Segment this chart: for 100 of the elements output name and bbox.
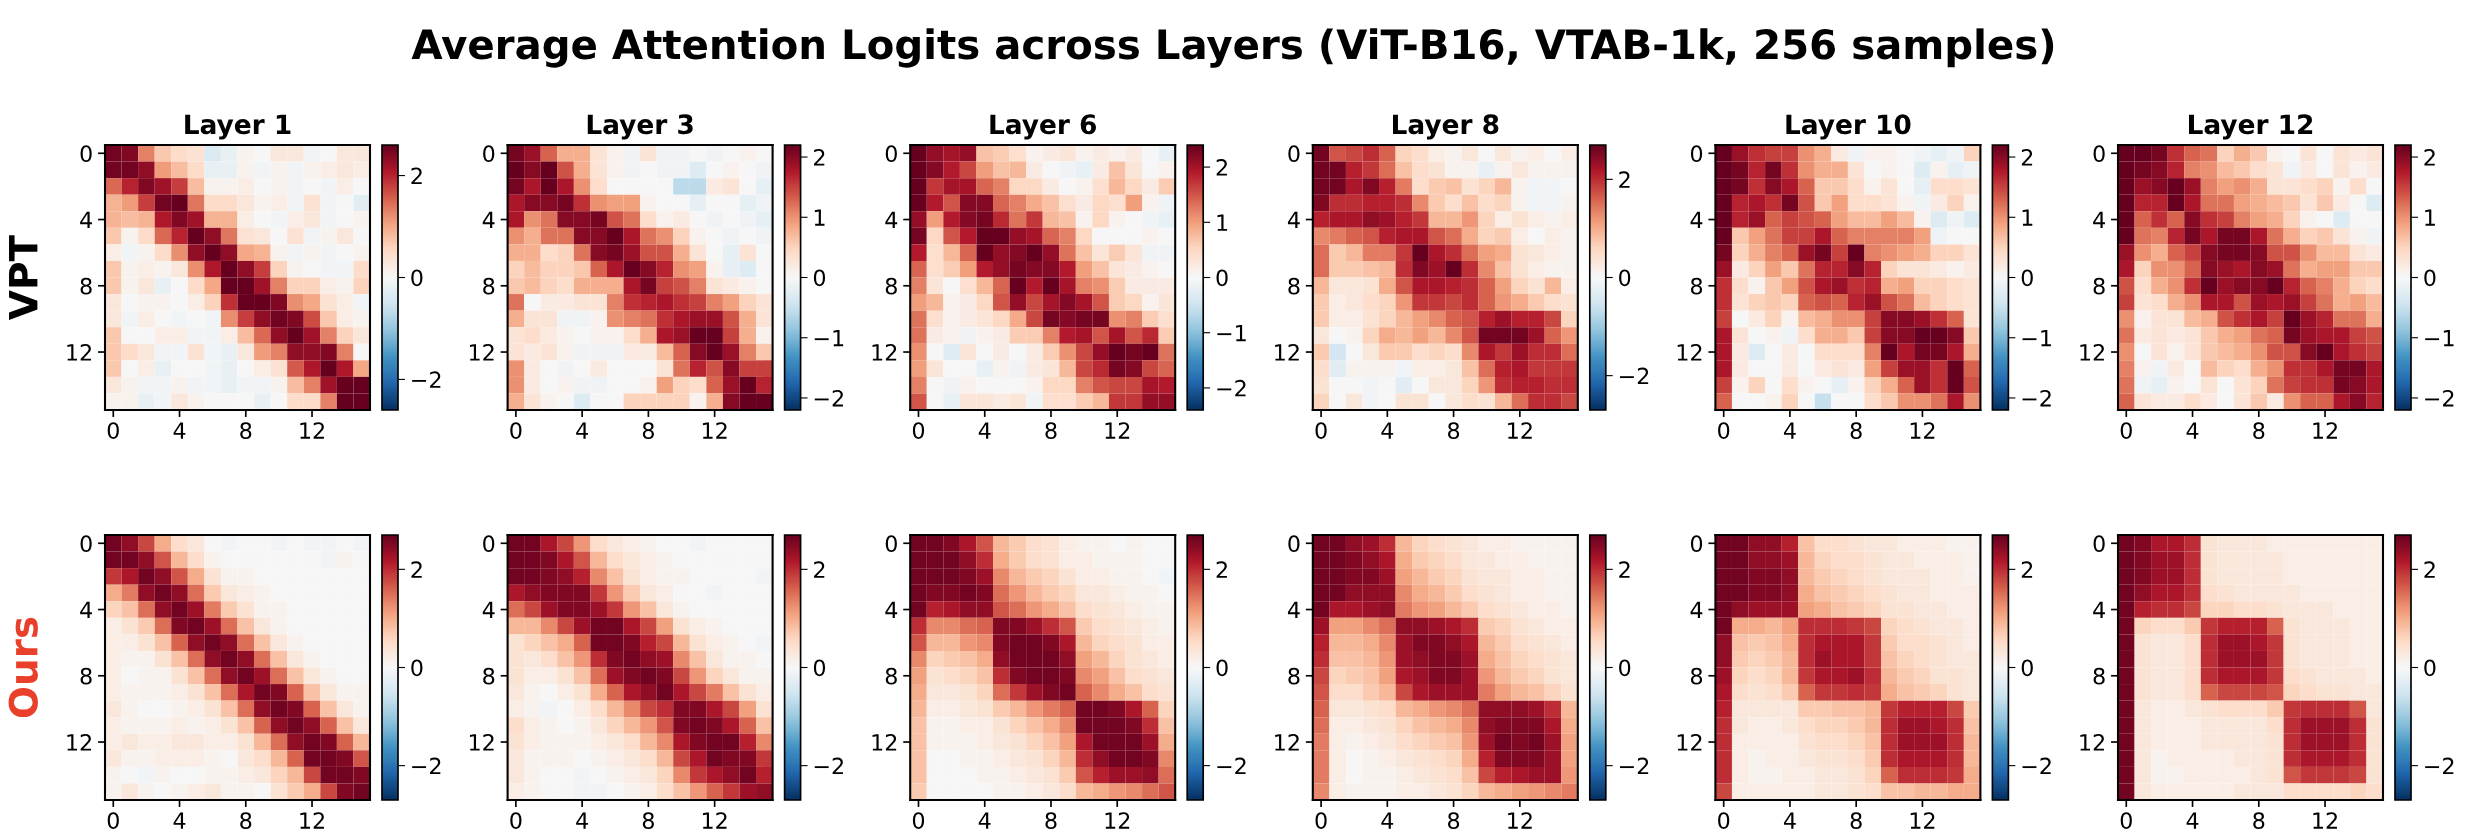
color-bar-label: 1 <box>1217 214 1228 231</box>
color-bar-label: −2 <box>1217 379 1246 397</box>
color-bar-label: −2 <box>1619 367 1649 385</box>
color-bar-label: 2 <box>1216 159 1227 176</box>
x-tick-label: 12 <box>2313 422 2337 439</box>
chart-title: Layer 1 <box>185 114 291 140</box>
color-bar-label: −2 <box>2022 757 2051 775</box>
y-tick-label: 0 <box>885 535 897 553</box>
x-tick-label: 8 <box>1448 812 1460 830</box>
x-tick-label: 8 <box>2253 812 2265 830</box>
x-tick-label: 0 <box>2120 812 2132 830</box>
y-tick-label: 4 <box>1287 601 1300 618</box>
chart-title: Layer 3 <box>587 114 693 140</box>
x-tick-label: 4 <box>576 812 588 829</box>
color-bar-label: −2 <box>2425 389 2454 407</box>
color-bar-label: −2 <box>412 371 441 388</box>
x-tick-label: 0 <box>510 422 522 440</box>
color-bar-label: 1 <box>2022 209 2033 226</box>
chart-title: Layer 6 <box>990 114 1097 140</box>
y-tick-label: 4 <box>2093 601 2105 618</box>
color-bar-label: −1 <box>2022 329 2051 347</box>
x-tick-label: 0 <box>1315 422 1327 440</box>
color-bar-label: 0 <box>2021 659 2033 677</box>
y-tick-label: 8 <box>2093 667 2105 685</box>
color-bar-label: 1 <box>814 209 825 226</box>
color-bar-label: −2 <box>2425 757 2454 775</box>
y-tick-label: 0 <box>1288 145 1300 163</box>
x-tick-label: 12 <box>702 422 727 439</box>
y-tick-label: 12 <box>1275 733 1299 751</box>
x-tick-label: 12 <box>1508 422 1532 439</box>
y-tick-label: 4 <box>482 601 495 618</box>
x-tick-label: 12 <box>300 422 324 439</box>
x-tick-label: 0 <box>912 422 925 440</box>
color-bar-label: 2 <box>2424 149 2435 166</box>
x-tick-label: 0 <box>1718 812 1730 830</box>
color-bar-label: 0 <box>411 659 423 677</box>
y-tick-label: 8 <box>483 667 495 685</box>
color-bar-label: 2 <box>2021 561 2033 578</box>
y-tick-label: 8 <box>1690 277 1703 295</box>
x-tick-label: 12 <box>2313 812 2337 829</box>
x-tick-label: 8 <box>2253 422 2265 440</box>
y-tick-label: 12 <box>469 343 494 361</box>
color-bar-label: −2 <box>814 757 843 775</box>
x-tick-label: 12 <box>1508 812 1532 829</box>
color-bar-label: 0 <box>2424 659 2436 677</box>
x-tick-label: 0 <box>107 812 119 830</box>
y-tick-label: 12 <box>67 733 91 751</box>
y-tick-label: 4 <box>1287 211 1300 228</box>
x-tick-label: 0 <box>107 422 119 440</box>
color-bar-label: 2 <box>1216 561 1227 578</box>
y-tick-label: 12 <box>2080 733 2104 751</box>
y-tick-label: 12 <box>1677 343 1702 361</box>
x-tick-label: 12 <box>1910 812 1935 829</box>
color-bar-label: 1 <box>2425 209 2435 226</box>
x-tick-label: 4 <box>576 422 588 439</box>
y-tick-label: 0 <box>2093 145 2105 163</box>
y-tick-label: 8 <box>1288 667 1300 685</box>
y-tick-label: 12 <box>872 733 897 751</box>
y-tick-label: 4 <box>885 601 898 618</box>
y-tick-label: 0 <box>483 145 495 163</box>
x-tick-label: 8 <box>1850 812 1862 830</box>
color-bar-label: −1 <box>2425 329 2454 347</box>
color-bar-label: 0 <box>1216 269 1228 287</box>
x-tick-label: 4 <box>978 422 991 439</box>
y-tick-label: 0 <box>483 535 495 553</box>
x-tick-label: 0 <box>510 812 522 830</box>
x-tick-label: 0 <box>1315 812 1327 830</box>
x-tick-label: 12 <box>300 812 324 829</box>
y-tick-label: 0 <box>80 145 92 163</box>
y-axis-title: Ours <box>8 617 38 718</box>
y-tick-label: 4 <box>1690 211 1703 228</box>
color-bar-label: 0 <box>411 269 423 287</box>
color-bar-label: −1 <box>814 329 844 347</box>
x-tick-label: 0 <box>2120 422 2132 440</box>
chart-title: Layer 10 <box>1786 114 1911 140</box>
text: Average Attention Logits across Layers (ViT-B16, VTAB-1k, 256 samples) <box>411 28 2054 68</box>
x-tick-label: 4 <box>173 812 186 829</box>
y-tick-label: 4 <box>2093 211 2105 228</box>
color-bar-label: 2 <box>2021 149 2033 166</box>
y-tick-label: 12 <box>1275 343 1299 361</box>
x-tick-label: 4 <box>2186 422 2199 439</box>
color-bar-label: 0 <box>1216 659 1228 677</box>
y-tick-label: 4 <box>885 211 898 228</box>
y-tick-label: 4 <box>482 211 495 228</box>
x-tick-label: 0 <box>912 812 925 830</box>
color-bar-label: 2 <box>814 561 825 578</box>
x-tick-label: 4 <box>173 422 186 439</box>
color-bar-label: −2 <box>412 757 441 775</box>
color-bar-label: −1 <box>1217 324 1246 342</box>
y-tick-label: 0 <box>2093 535 2105 553</box>
y-tick-label: 4 <box>1690 601 1703 618</box>
color-bar-label: 0 <box>1619 269 1631 287</box>
x-tick-label: 4 <box>1381 812 1394 829</box>
x-tick-label: 4 <box>1783 812 1796 829</box>
y-tick-label: 12 <box>872 343 897 361</box>
color-bar-label: −2 <box>2022 389 2051 407</box>
y-tick-label: 0 <box>1690 535 1703 553</box>
y-tick-label: 8 <box>885 277 897 295</box>
chart-title: Layer 8 <box>1392 114 1499 140</box>
x-tick-label: 8 <box>1448 422 1460 440</box>
